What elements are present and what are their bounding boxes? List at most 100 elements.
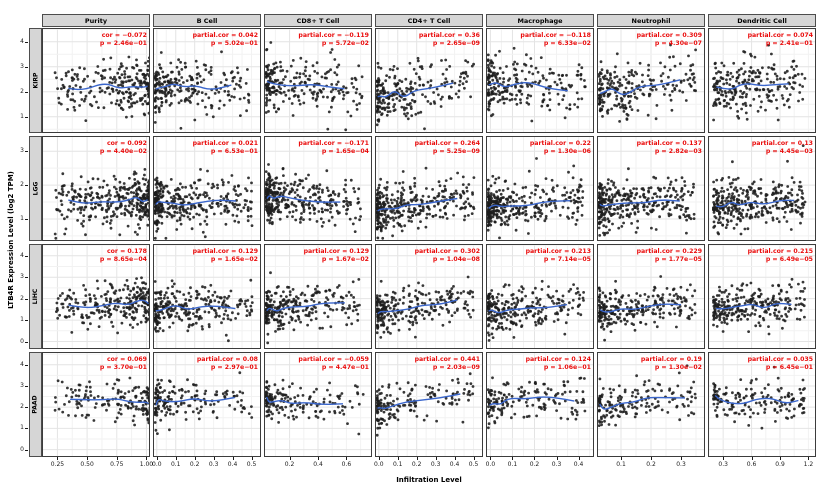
scatter-panel: partial.cor = 0.035 p = 6.45e−01	[708, 352, 816, 457]
smoother-line	[68, 197, 148, 204]
smoother-line	[488, 81, 568, 92]
col-header-label: Dendritic Cell	[737, 16, 787, 25]
x-tick-mark	[318, 457, 319, 460]
cor-annotation: partial.cor = 0.042	[193, 32, 258, 39]
scatter-panel: partial.cor = −0.059 p = 4.47e−01	[264, 352, 372, 457]
scatter-panel: partial.cor = 0.215 p = 6.49e−05	[708, 244, 816, 349]
scatter-panel: partial.cor = 0.309 p = 4.30e−07	[597, 28, 705, 133]
y-tick-label: 3	[20, 381, 24, 389]
row-header-strip: LIHC	[29, 244, 42, 349]
pvalue-annotation: p = 1.06e−01	[544, 364, 591, 371]
scatter-panel: partial.cor = 0.13 p = 4.45e−03	[708, 136, 816, 241]
smoother-line	[155, 83, 232, 90]
pvalue-annotation: p = 6.45e−01	[766, 364, 813, 371]
y-tick-label: 3	[20, 273, 24, 281]
smoother-line	[714, 394, 799, 405]
x-tick-label: 0.4	[227, 461, 238, 468]
x-tick-mark	[289, 457, 291, 460]
y-tick-label: 3	[20, 62, 24, 70]
scatter-plot: partial.cor = 0.08p = 2.97e−01	[153, 352, 262, 457]
x-tick-label: 0.4	[573, 461, 584, 468]
x-tick-mark	[378, 457, 380, 460]
row-header-strip: PAAD	[29, 352, 42, 457]
x-tick-mark	[116, 457, 118, 460]
y-tick-label: 3	[20, 147, 24, 155]
x-tick-label: 0.1	[507, 461, 518, 468]
x-tick-label: 0.3	[430, 461, 441, 468]
y-tick-mark	[25, 449, 28, 451]
smoother-line	[266, 80, 345, 90]
smoother-line	[488, 303, 568, 314]
y-axis-title: LTB4R Expression Level (log2 TPM)	[7, 171, 15, 309]
y-tick-label: 1	[20, 316, 24, 324]
smoother-line	[155, 396, 235, 406]
x-tick-label: 0.2	[646, 461, 656, 468]
y-tick-mark	[25, 341, 28, 343]
cor-annotation: partial.cor = 0.215	[748, 248, 813, 255]
row-header-label: LGG	[32, 181, 39, 196]
cor-annotation: partial.cor = 0.137	[637, 140, 702, 147]
x-tick-label: 1.00	[139, 461, 154, 468]
pvalue-annotation: p = 4.30e−07	[655, 40, 702, 47]
pvalue-annotation: p = 1.67e−02	[322, 256, 369, 263]
x-tick-label: 0.1	[392, 461, 403, 468]
cor-annotation: partial.cor = 0.124	[526, 356, 592, 363]
x-tick-label: 0.2	[529, 461, 540, 468]
pvalue-annotation: p = 7.14e−05	[544, 256, 591, 263]
smoother-line	[715, 302, 792, 310]
scatter-panel: partial.cor = 0.08 p = 2.97e−01	[153, 352, 262, 457]
scatter-panel: partial.cor = 0.137 p = 2.82e−03	[597, 136, 705, 241]
x-tick-mark	[556, 457, 558, 460]
x-tick-label: 0.5	[468, 461, 479, 468]
y-tick-label: 1	[20, 112, 24, 120]
cor-annotation: partial.cor = 0.08	[197, 356, 258, 363]
smoother-line	[377, 393, 461, 410]
scatter-panel: partial.cor = 0.22 p = 1.30e−06	[486, 136, 594, 241]
x-tick-mark	[681, 457, 682, 460]
scatter-panel: partial.cor = −0.118 p = 6.33e−02	[486, 28, 594, 133]
x-tick-label: 0.1	[170, 461, 181, 468]
y-tick-label: 2	[20, 294, 24, 302]
y-tick-label: 4	[20, 251, 24, 259]
x-tick-mark	[435, 457, 437, 460]
pvalue-annotation: p = 3.70e−01	[100, 364, 147, 371]
smoother-line	[68, 299, 150, 309]
col-header-label: Neutrophil	[631, 16, 671, 25]
smoother-line	[599, 303, 682, 313]
cor-annotation: cor = −0.072	[102, 32, 147, 39]
x-tick-mark	[194, 457, 196, 460]
x-tick-mark	[146, 457, 148, 460]
cor-annotation: partial.cor = 0.129	[193, 248, 258, 255]
row-header-strip: LGG	[29, 136, 42, 241]
y-tick-label: 2	[20, 181, 24, 189]
pvalue-annotation: p = 2.97e−01	[211, 364, 258, 371]
col-header-label: CD4+ T Cell	[407, 16, 451, 25]
x-tick-mark	[751, 457, 753, 460]
pvalue-annotation: p = 2.82e−03	[655, 148, 702, 155]
pvalue-annotation: p = 5.25e−09	[433, 148, 480, 155]
pvalue-annotation: p = 1.65e−02	[211, 256, 258, 263]
cor-annotation: partial.cor = 0.19	[641, 356, 702, 363]
pvalue-annotation: p = 1.30e−02	[655, 364, 702, 371]
pvalue-annotation: p = 4.47e−01	[322, 364, 369, 371]
col-header-label: B Cell	[196, 16, 218, 25]
scatter-panel: partial.cor = 0.19 p = 1.30e−02	[597, 352, 705, 457]
pvalue-annotation: p = 6.49e−05	[766, 256, 813, 263]
x-tick-mark	[87, 457, 89, 460]
smoother-line	[716, 83, 789, 90]
pvalue-annotation: p = 1.65e−04	[322, 148, 370, 155]
smoother-line	[488, 200, 571, 209]
smoother-line	[70, 398, 149, 405]
scatter-panel: partial.cor = 0.124 p = 1.06e−01	[486, 352, 594, 457]
smoother-line	[155, 305, 236, 312]
cor-annotation: cor = 0.178	[107, 248, 147, 255]
